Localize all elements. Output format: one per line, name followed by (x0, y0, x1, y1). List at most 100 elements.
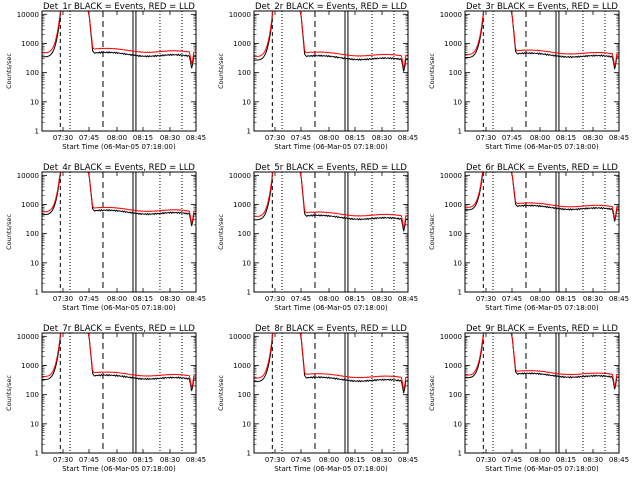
y-tick-label: 100 (449, 391, 462, 399)
plot-frame (253, 332, 409, 454)
series-events-line (465, 171, 619, 222)
y-tick-label: 10 (30, 98, 39, 106)
chart-title: Det_4r BLACK = Events, RED = LLD (43, 163, 195, 173)
chart-title: Det_6r BLACK = Events, RED = LLD (466, 163, 618, 173)
x-tick-label: 08:30 (160, 295, 180, 303)
y-tick-label: 10 (242, 420, 251, 428)
x-tick-label: 08:30 (160, 456, 180, 464)
x-tick-label: 08:30 (372, 295, 392, 303)
x-tick-label: 07:45 (291, 456, 311, 464)
x-tick-label: 07:30 (476, 134, 496, 142)
x-tick-label: 08:00 (530, 295, 550, 303)
y-axis-label: Counts/sec (5, 214, 13, 250)
y-tick-label: 10 (242, 98, 251, 106)
y-tick-label: 1000 (21, 362, 39, 370)
y-tick-label: 1000 (444, 201, 462, 209)
x-tick-label: 07:45 (79, 456, 99, 464)
series-lld-line (254, 332, 408, 390)
x-tick-label: 08:00 (319, 456, 339, 464)
x-tick-label: 08:45 (609, 295, 629, 303)
series-events-line (465, 10, 619, 70)
x-tick-label: 07:45 (502, 295, 522, 303)
series-lld-line (42, 332, 196, 389)
x-axis-label: Start Time (06-Mar-05 07:18:00) (485, 143, 599, 151)
series-events-line (254, 332, 408, 394)
series-events-line (42, 10, 196, 69)
x-axis-label: Start Time (06-Mar-05 07:18:00) (62, 465, 176, 473)
y-tick-label: 1000 (444, 362, 462, 370)
y-tick-label: 1 (458, 289, 462, 297)
y-tick-label: 1 (247, 128, 251, 136)
chart-panel-3: Det_3r BLACK = Events, RED = LLD Counts/s… (428, 2, 629, 151)
y-tick-label: 1000 (233, 40, 251, 48)
chart-panel-6: Det_6r BLACK = Events, RED = LLD Counts/s… (428, 163, 629, 312)
y-tick-label: 10000 (229, 333, 251, 341)
y-tick-label: 10 (453, 259, 462, 267)
plot-frame (464, 332, 620, 454)
x-axis-label: Start Time (06-Mar-05 07:18:00) (62, 143, 176, 151)
y-tick-label: 1000 (21, 40, 39, 48)
x-axis-label: Start Time (06-Mar-05 07:18:00) (274, 465, 388, 473)
chart-panel-1: Det_1r BLACK = Events, RED = LLD Counts/s… (5, 2, 206, 151)
chart-title: Det_1r BLACK = Events, RED = LLD (43, 2, 195, 12)
y-tick-label: 10000 (440, 172, 462, 180)
x-tick-label: 08:30 (160, 134, 180, 142)
series-events-line (42, 171, 196, 227)
x-tick-label: 07:30 (53, 456, 73, 464)
series-lld-line (42, 10, 196, 65)
x-tick-label: 07:45 (291, 295, 311, 303)
x-tick-label: 08:15 (556, 134, 576, 142)
y-tick-label: 100 (238, 230, 251, 238)
y-tick-label: 1 (458, 128, 462, 136)
y-tick-label: 10 (30, 259, 39, 267)
y-tick-label: 100 (449, 69, 462, 77)
chart-title: Det_7r BLACK = Events, RED = LLD (43, 324, 195, 334)
x-tick-label: 07:45 (502, 134, 522, 142)
plot-frame (41, 171, 197, 293)
x-tick-label: 08:45 (398, 295, 418, 303)
y-tick-label: 1000 (21, 201, 39, 209)
x-tick-label: 08:45 (186, 134, 206, 142)
y-tick-label: 10 (453, 420, 462, 428)
x-tick-label: 07:30 (53, 295, 73, 303)
y-tick-label: 10000 (17, 333, 39, 341)
chart-panel-8: Det_8r BLACK = Events, RED = LLD Counts/s… (217, 324, 418, 473)
plot-frame (253, 10, 409, 132)
x-tick-label: 08:45 (609, 456, 629, 464)
x-tick-label: 08:00 (530, 134, 550, 142)
y-axis-label: Counts/sec (428, 214, 436, 250)
x-tick-label: 07:30 (476, 456, 496, 464)
series-lld-line (465, 332, 619, 387)
x-tick-label: 07:45 (79, 134, 99, 142)
chart-panel-9: Det_9r BLACK = Events, RED = LLD Counts/s… (428, 324, 629, 473)
y-tick-label: 100 (238, 391, 251, 399)
x-tick-label: 08:00 (319, 295, 339, 303)
x-tick-label: 07:30 (265, 295, 285, 303)
series-lld-line (254, 171, 408, 229)
series-events-line (254, 171, 408, 232)
plot-frame (41, 10, 197, 132)
x-tick-label: 08:30 (583, 134, 603, 142)
x-tick-label: 08:15 (345, 134, 365, 142)
chart-title: Det_2r BLACK = Events, RED = LLD (255, 2, 407, 12)
y-tick-label: 1 (247, 289, 251, 297)
x-tick-label: 08:00 (107, 134, 127, 142)
x-tick-label: 08:30 (583, 295, 603, 303)
x-tick-label: 07:45 (79, 295, 99, 303)
y-axis-label: Counts/sec (428, 375, 436, 411)
x-axis-label: Start Time (06-Mar-05 07:18:00) (274, 143, 388, 151)
x-tick-label: 08:30 (372, 134, 392, 142)
x-tick-label: 08:45 (398, 456, 418, 464)
x-tick-label: 08:15 (133, 134, 153, 142)
y-axis-label: Counts/sec (5, 53, 13, 89)
x-tick-label: 08:15 (556, 295, 576, 303)
y-tick-label: 10 (242, 259, 251, 267)
y-tick-label: 10000 (229, 172, 251, 180)
x-axis-label: Start Time (06-Mar-05 07:18:00) (485, 465, 599, 473)
x-tick-label: 08:30 (583, 456, 603, 464)
y-tick-label: 1 (35, 128, 39, 136)
y-axis-label: Counts/sec (428, 53, 436, 89)
y-tick-label: 1000 (444, 40, 462, 48)
y-tick-label: 10 (30, 420, 39, 428)
